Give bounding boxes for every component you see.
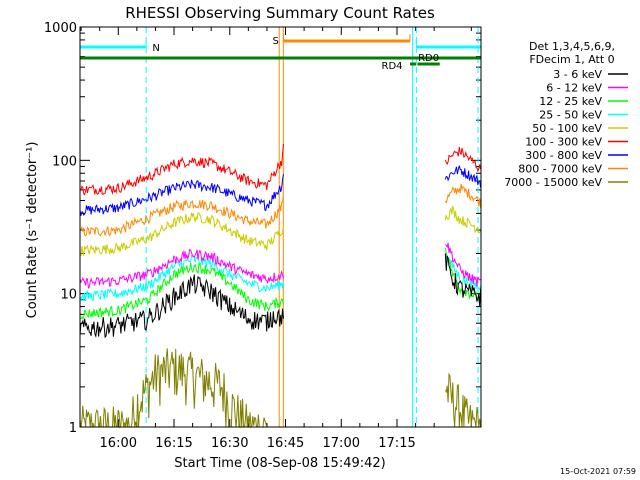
attenuator-label: S	[272, 36, 278, 47]
x-tick-label: 16:30	[211, 436, 248, 451]
legend-label: 50 - 100 keV	[532, 122, 602, 135]
legend-label: 6 - 12 keV	[546, 82, 602, 95]
legend-label: 800 - 7000 keV	[518, 163, 602, 176]
attenuator-label: N	[152, 43, 159, 54]
radiation-state-label: RD4	[382, 61, 403, 72]
legend-label: 7000 - 15000 keV	[504, 176, 602, 189]
footer-date: 15-Oct-2021 07:59	[560, 467, 636, 476]
x-tick-label: 17:15	[378, 436, 415, 451]
chart-title: RHESSI Observing Summary Count Rates	[125, 4, 435, 22]
series-line-2	[79, 242, 481, 289]
legend-label: 100 - 300 keV	[525, 136, 602, 149]
legend-label: 12 - 25 keV	[539, 95, 602, 108]
series-line-6	[79, 143, 482, 196]
series-line-8	[79, 183, 482, 237]
legend-label: 25 - 50 keV	[539, 109, 602, 122]
plot-frame	[79, 26, 482, 428]
y-tick-label: 1000	[44, 21, 77, 36]
legend-label: 3 - 6 keV	[553, 68, 602, 81]
series-line-4	[79, 254, 482, 302]
radiation-state-label: RD0	[418, 53, 439, 64]
series-line-1	[79, 253, 482, 339]
series-line-7	[79, 165, 482, 216]
x-axis-label: Start Time (08-Sep-08 15:49:42)	[174, 456, 385, 471]
x-tick-label: 16:15	[155, 436, 192, 451]
legend-header-line-1: Det 1,3,4,5,6,9,	[529, 40, 615, 53]
x-tick-label: 17:00	[323, 436, 360, 451]
legend-header-line-2: FDecim 1, Att 0	[529, 53, 614, 66]
y-axis-label: Count Rate (s⁻¹ detector⁻¹)	[25, 142, 40, 319]
series-line-5	[79, 204, 482, 257]
y-tick-label: 10	[60, 288, 77, 303]
x-tick-label: 16:00	[100, 436, 137, 451]
y-tick-label: 100	[52, 154, 77, 169]
x-tick-label: 16:45	[267, 436, 304, 451]
y-tick-label: 1	[69, 421, 77, 436]
legend-label: 300 - 800 keV	[525, 149, 602, 162]
